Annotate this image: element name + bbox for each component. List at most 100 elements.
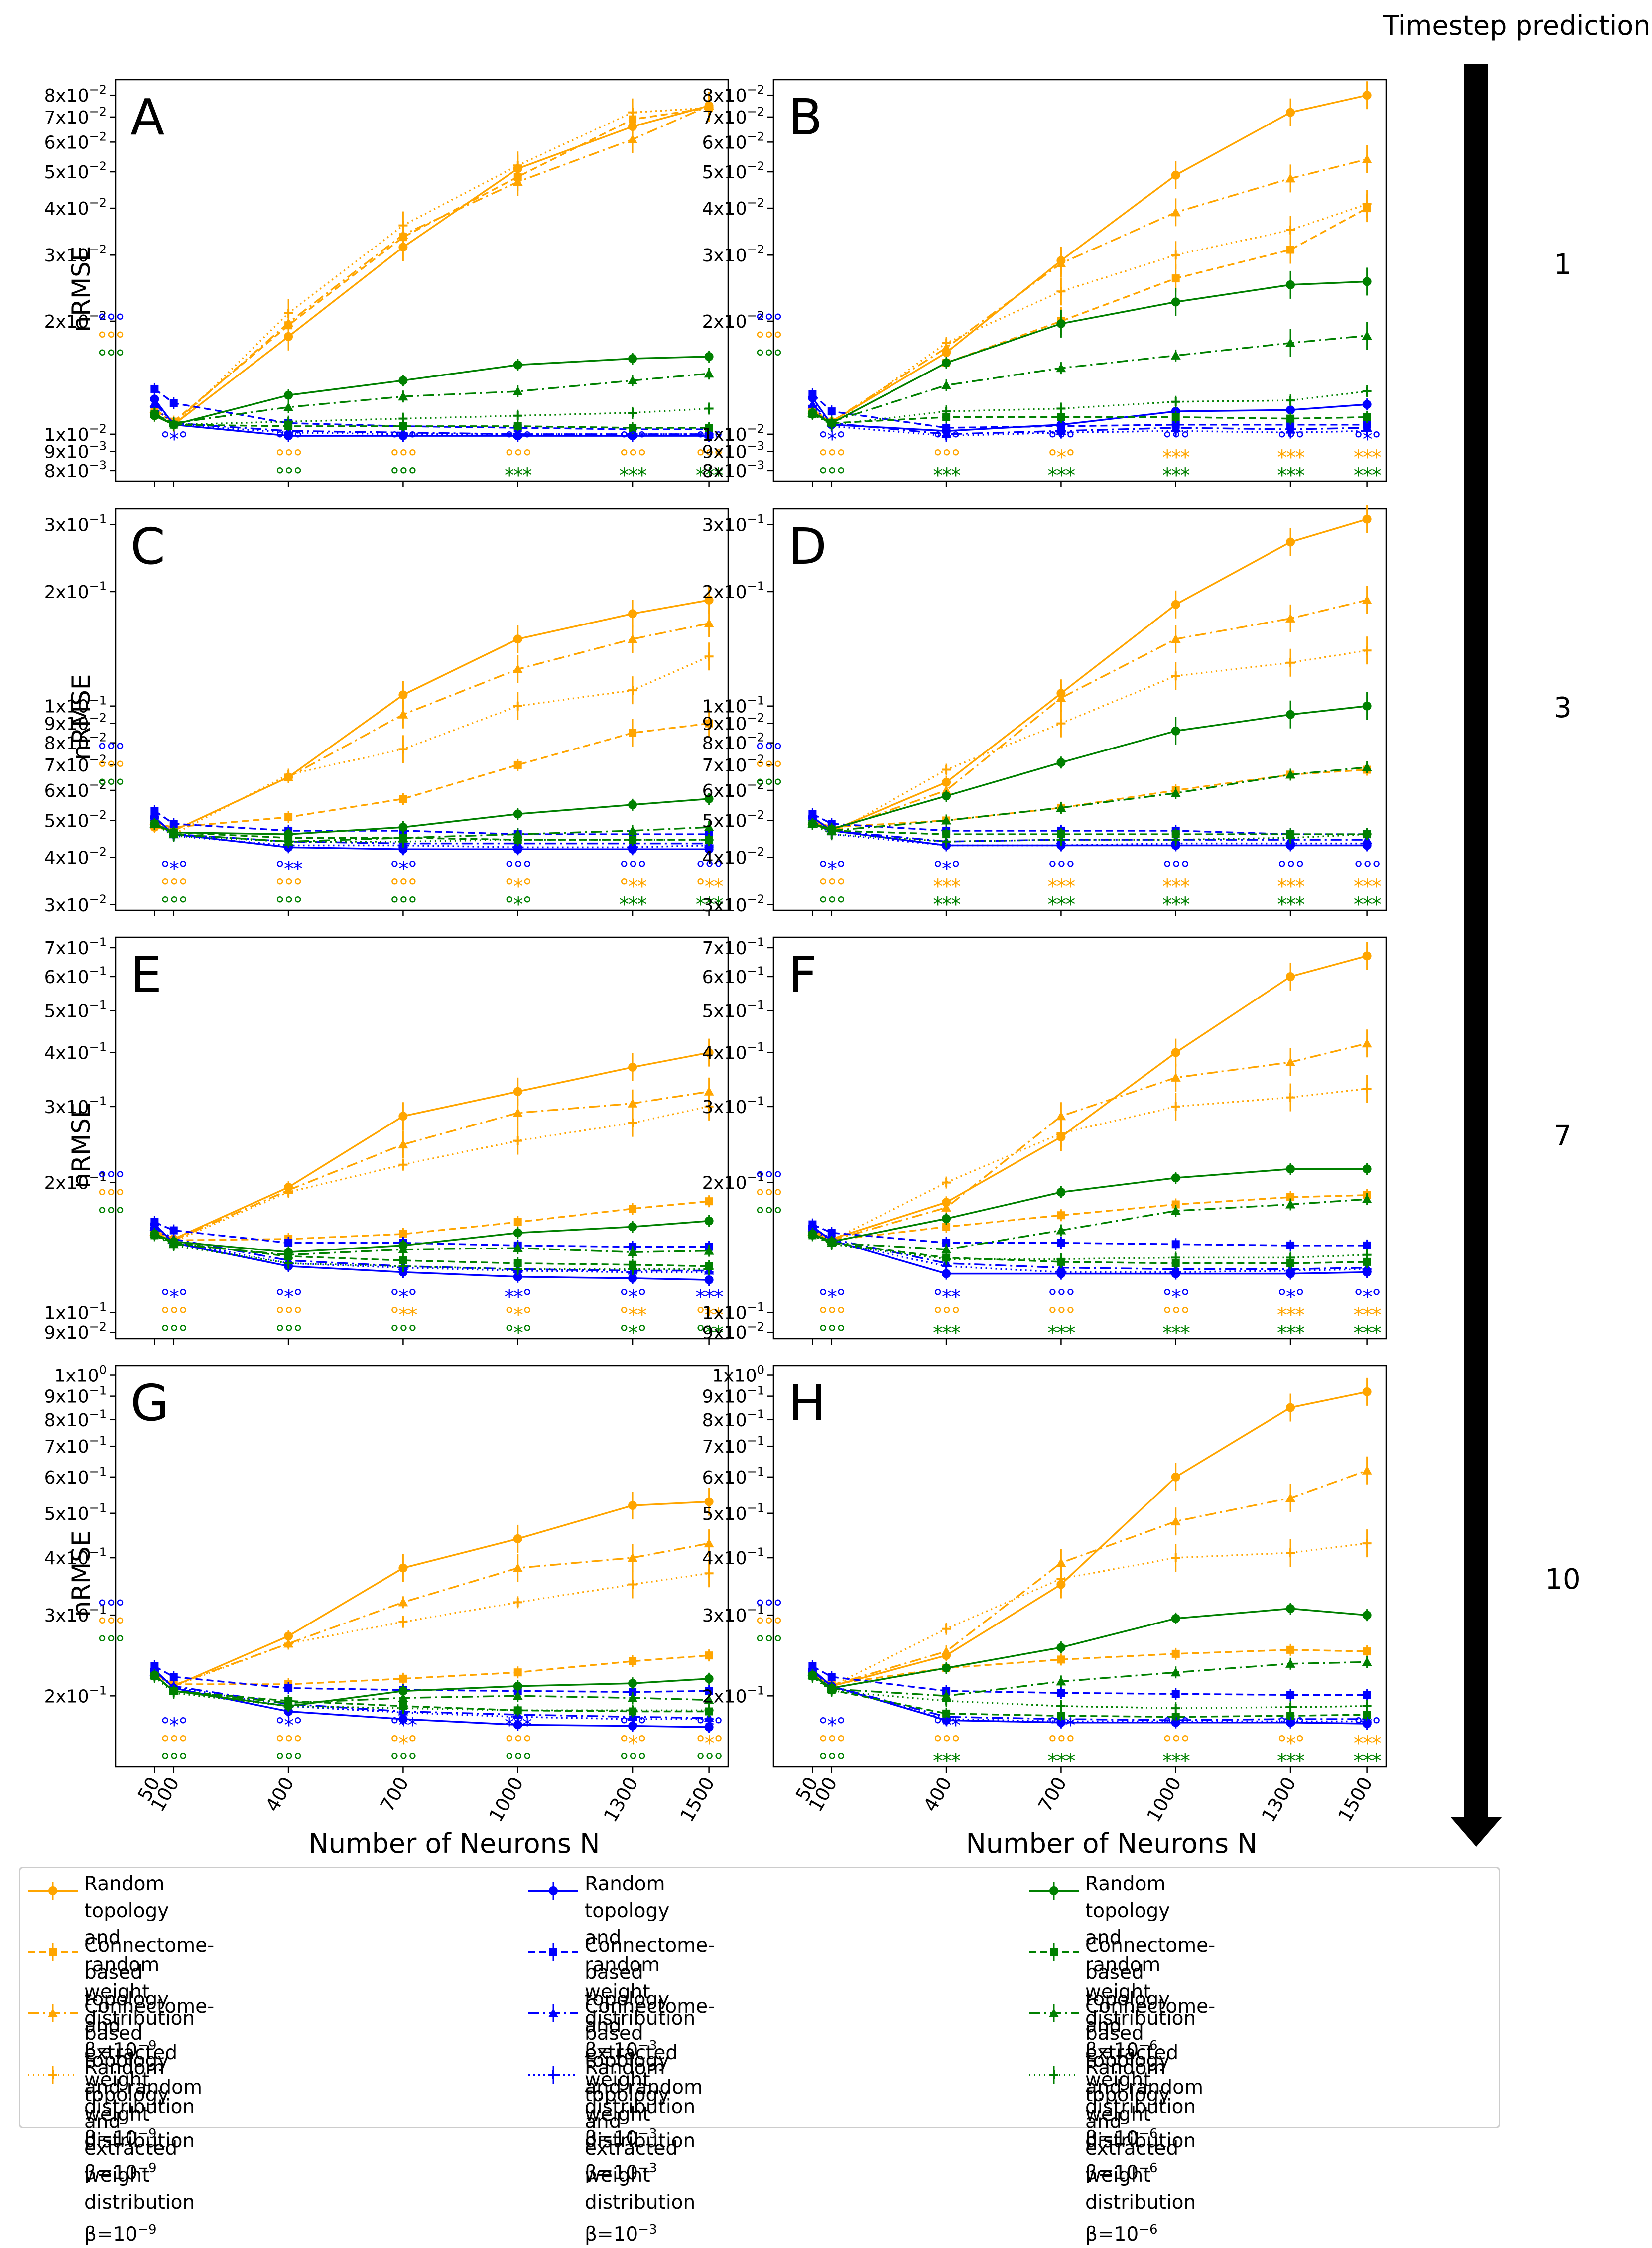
y-tick-label: 4x10−1 bbox=[702, 1545, 764, 1569]
significance-marker: °*° bbox=[160, 428, 187, 451]
significance-marker: °°° bbox=[755, 1597, 782, 1620]
data-point bbox=[1057, 1689, 1065, 1697]
data-point bbox=[827, 1229, 836, 1237]
significance-marker: °°° bbox=[755, 758, 782, 781]
y-tick-label: 6x10−1 bbox=[702, 1465, 764, 1488]
series-12 bbox=[808, 1671, 1372, 1715]
data-point bbox=[1171, 1713, 1180, 1721]
significance-marker: °*° bbox=[818, 1286, 845, 1309]
data-point bbox=[1362, 1539, 1372, 1548]
data-point bbox=[1171, 600, 1180, 609]
data-point bbox=[513, 1681, 522, 1691]
data-point bbox=[1286, 972, 1295, 981]
significance-marker: °°° bbox=[97, 329, 124, 352]
data-point bbox=[513, 1228, 522, 1238]
data-point bbox=[1171, 297, 1180, 307]
data-point bbox=[284, 1684, 293, 1692]
significance-marker: *** bbox=[1354, 875, 1381, 898]
data-point bbox=[1171, 1048, 1180, 1057]
significance-marker: °°° bbox=[505, 858, 531, 880]
data-point bbox=[284, 1639, 293, 1648]
y-tick-label: 7x10−2 bbox=[44, 105, 107, 128]
data-point bbox=[1362, 595, 1372, 604]
data-point bbox=[941, 1646, 952, 1656]
data-point bbox=[398, 1714, 408, 1724]
data-point bbox=[1171, 1472, 1180, 1482]
data-point bbox=[169, 1688, 178, 1698]
data-point bbox=[704, 1086, 714, 1096]
legend-exponent: −9 bbox=[137, 2222, 157, 2237]
data-point bbox=[512, 1108, 523, 1117]
data-point bbox=[1056, 1187, 1066, 1197]
significance-marker: °°° bbox=[97, 1186, 124, 1209]
y-tick-label: 6x10−1 bbox=[702, 964, 764, 988]
data-point bbox=[398, 414, 408, 423]
data-point bbox=[942, 791, 951, 801]
data-point bbox=[629, 423, 637, 432]
data-point bbox=[1056, 287, 1066, 296]
y-tick-label: 5x10−1 bbox=[702, 1501, 764, 1524]
data-point bbox=[704, 1722, 714, 1732]
data-point bbox=[1286, 428, 1295, 437]
significance-marker: *** bbox=[1354, 464, 1381, 487]
plot-frame bbox=[772, 508, 1387, 911]
x-tick-label: 1500 bbox=[1334, 1773, 1377, 1826]
significance-marker: °*° bbox=[505, 1322, 531, 1345]
significance-marker: *** bbox=[619, 464, 646, 487]
significance-marker: °*° bbox=[619, 1322, 646, 1345]
data-point bbox=[513, 1706, 522, 1715]
data-point bbox=[1056, 1128, 1066, 1138]
data-point bbox=[1285, 1493, 1296, 1502]
plot-frame bbox=[115, 79, 729, 482]
legend-label: Random topology and random weight distri… bbox=[585, 1873, 696, 2062]
data-point bbox=[1362, 839, 1372, 848]
x-tick-label: 1000 bbox=[1143, 1773, 1185, 1826]
panel-E: E9x10−21x10−12x10−13x10−14x10−15x10−16x1… bbox=[44, 935, 729, 1345]
significance-marker: *** bbox=[1047, 875, 1075, 898]
significance-marker: °** bbox=[933, 1714, 960, 1737]
data-point bbox=[704, 1538, 714, 1548]
data-point bbox=[513, 634, 522, 644]
data-point bbox=[1170, 1516, 1181, 1526]
data-point bbox=[284, 1239, 293, 1247]
significance-marker: °*° bbox=[619, 1286, 646, 1309]
data-point bbox=[398, 221, 408, 230]
data-point bbox=[1171, 1690, 1180, 1698]
significance-marker: °** bbox=[933, 1286, 960, 1309]
data-point bbox=[399, 795, 407, 803]
data-point bbox=[1171, 1704, 1180, 1713]
series-12 bbox=[150, 1671, 714, 1717]
data-point bbox=[942, 1709, 951, 1718]
data-point bbox=[169, 1673, 178, 1681]
data-point bbox=[398, 1139, 408, 1149]
data-point bbox=[1056, 428, 1066, 437]
significance-marker: °°° bbox=[389, 1322, 416, 1345]
y-tick-label: 5x10−1 bbox=[702, 999, 764, 1022]
data-point bbox=[1362, 1164, 1372, 1174]
significance-marker: °°° bbox=[389, 428, 416, 451]
data-point bbox=[1171, 250, 1180, 260]
data-point bbox=[628, 1693, 638, 1702]
legend-marker bbox=[549, 2070, 558, 2079]
significance-marker: *** bbox=[1354, 446, 1381, 469]
data-point bbox=[705, 1651, 713, 1660]
data-point bbox=[1362, 1701, 1372, 1711]
data-point bbox=[513, 1136, 522, 1145]
legend-marker bbox=[1049, 1886, 1058, 1895]
y-tick-label: 4x10−2 bbox=[44, 196, 107, 219]
significance-marker: *** bbox=[1162, 875, 1190, 898]
data-point bbox=[704, 352, 714, 361]
data-point bbox=[1056, 258, 1066, 268]
significance-marker: °*° bbox=[1277, 1732, 1304, 1755]
legend-exponent: −6 bbox=[1139, 2038, 1158, 2053]
legend-exponent: −3 bbox=[638, 2222, 657, 2237]
significance-marker: °°° bbox=[1047, 1286, 1074, 1309]
significance-marker: °°° bbox=[97, 1615, 124, 1637]
significance-marker: °*° bbox=[1277, 1286, 1304, 1309]
data-point bbox=[512, 177, 523, 186]
data-point bbox=[398, 1261, 408, 1271]
data-point bbox=[1170, 788, 1181, 797]
significance-marker: °*° bbox=[389, 1286, 416, 1309]
data-point bbox=[399, 1230, 407, 1238]
data-point bbox=[150, 384, 159, 393]
